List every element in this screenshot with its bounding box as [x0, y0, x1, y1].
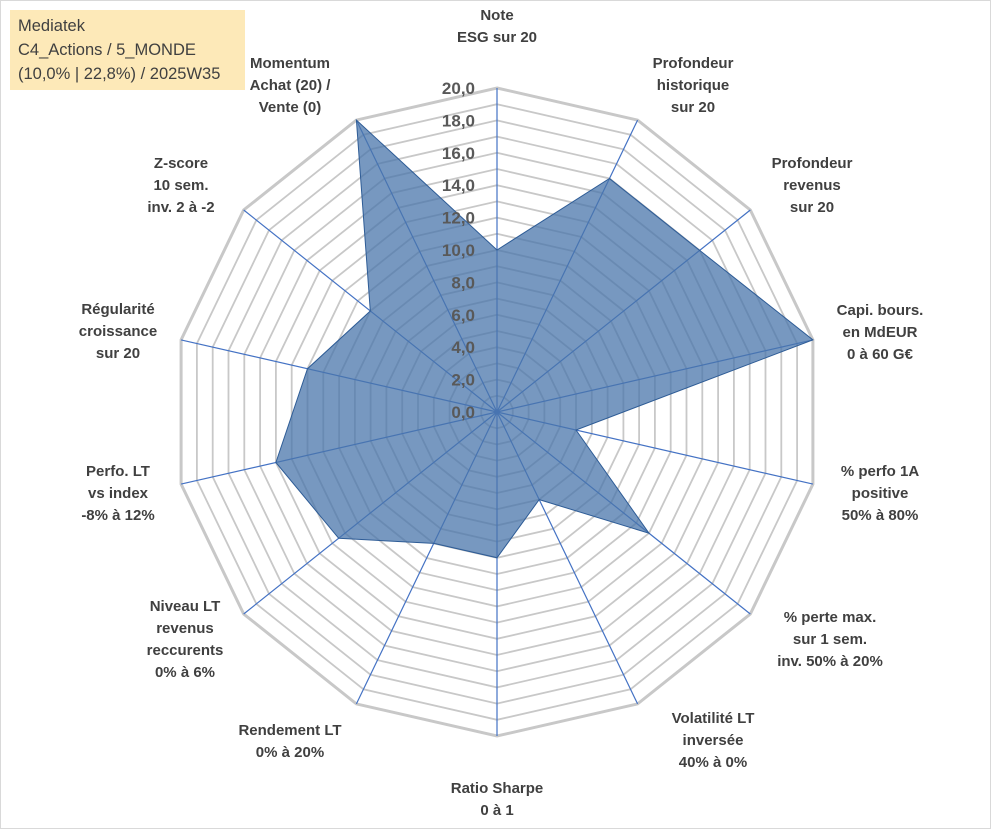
r-tick-label: 20,0 [442, 79, 475, 98]
axis-label: Niveau LT revenus reccurents 0% à 6% [147, 598, 224, 681]
axis-label: Profondeur historique sur 20 [653, 55, 734, 116]
radar-series [275, 118, 814, 559]
axis-label: % perte max. sur 1 sem. inv. 50% à 20% [777, 609, 883, 670]
axis-label: Rendement LT 0% à 20% [238, 722, 341, 761]
title-line-3: (10,0% | 22,8%) / 2025W35 [18, 65, 221, 83]
axis-label: Volatilité LT inversée 40% à 0% [672, 710, 755, 771]
axis-label: Perfo. LT vs index -8% à 12% [81, 463, 154, 524]
r-tick-label: 10,0 [442, 241, 475, 260]
axis-label: Note ESG sur 20 [457, 7, 537, 46]
r-tick-label: 2,0 [451, 371, 475, 390]
axis-label: Profondeur revenus sur 20 [772, 155, 853, 216]
title-line-1: Mediatek [18, 17, 85, 35]
axis-label: Capi. bours. en MdEUR 0 à 60 G€ [837, 302, 924, 363]
axis-label: Ratio Sharpe 0 à 1 [451, 780, 544, 819]
axis-label: Régularité croissance sur 20 [79, 301, 157, 362]
r-tick-label: 6,0 [451, 306, 475, 325]
r-tick-label: 4,0 [451, 338, 475, 357]
r-tick-label: 18,0 [442, 111, 475, 130]
r-tick-label: 12,0 [442, 209, 475, 228]
r-tick-label: 14,0 [442, 176, 475, 195]
series-area [275, 118, 814, 559]
axis-label: Z-score 10 sem. inv. 2 à -2 [147, 155, 214, 216]
radar-axis-labels: Note ESG sur 20 Profondeur historique sur 20… [79, 7, 924, 819]
chart-title-box: Mediatek C4_Actions / 5_MONDE (10,0% | 2… [10, 10, 245, 90]
axis-label: Momentum Achat (20) / Vente (0) [250, 55, 332, 116]
radar-tick-labels: 0,0 2,0 4,0 6,0 8,0 10,0 12,0 14,0 16,0 18,0 20,0 [442, 79, 475, 422]
r-tick-label: 8,0 [451, 273, 475, 292]
r-tick-label: 16,0 [442, 144, 475, 163]
r-tick-label: 0,0 [451, 403, 475, 422]
title-line-2: C4_Actions / 5_MONDE [18, 41, 196, 59]
axis-label: % perfo 1A positive 50% à 80% [841, 463, 920, 524]
